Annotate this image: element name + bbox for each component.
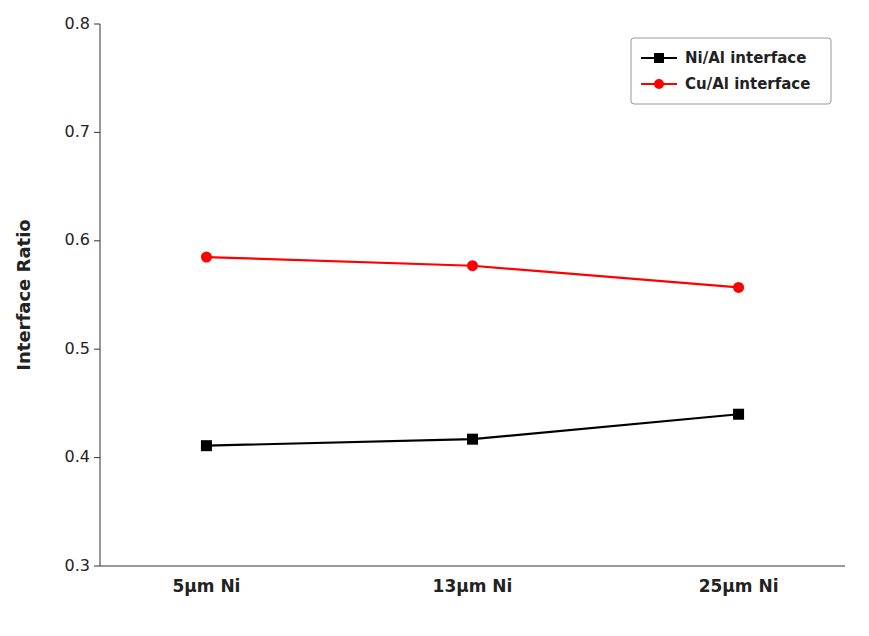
series-line (206, 414, 738, 445)
y-tick-label: 0.4 (65, 447, 90, 466)
legend-box (631, 38, 831, 104)
legend-label: Ni/Al interface (685, 49, 806, 67)
series-marker (733, 409, 744, 420)
legend-marker (654, 53, 664, 63)
y-tick (94, 132, 100, 133)
chart: 0.3 0.4 0.5 0.6 0.7 0.8 5μm Ni 13μm Ni 25μm Ni In… (0, 0, 869, 636)
series-line (206, 257, 738, 287)
x-tick-label: 13μm Ni (433, 576, 513, 596)
series-marker (201, 440, 212, 451)
y-tick (94, 457, 100, 458)
y-axis-line (100, 24, 101, 566)
legend-label: Cu/Al interface (685, 75, 810, 93)
y-tick (94, 240, 100, 241)
y-tick-label: 0.6 (65, 230, 90, 249)
plot-area (201, 252, 744, 452)
x-axis-line (100, 566, 845, 567)
y-tick-label: 0.3 (65, 556, 90, 575)
y-tick-label: 0.8 (65, 14, 90, 33)
y-tick (94, 24, 100, 25)
legend-marker (654, 79, 664, 89)
legend: Ni/Al interface Cu/Al interface (631, 38, 831, 104)
series-marker (467, 434, 478, 445)
y-tick (94, 349, 100, 350)
y-axis-label: Interface Ratio (13, 219, 34, 370)
x-tick-label: 5μm Ni (172, 576, 240, 596)
y-tick-label: 0.5 (65, 339, 90, 358)
y-tick-label: 0.7 (65, 122, 90, 141)
x-tick-label: 25μm Ni (699, 576, 779, 596)
series-marker (201, 252, 212, 263)
y-tick (94, 566, 100, 567)
series-marker (733, 282, 744, 293)
series-marker (467, 260, 478, 271)
